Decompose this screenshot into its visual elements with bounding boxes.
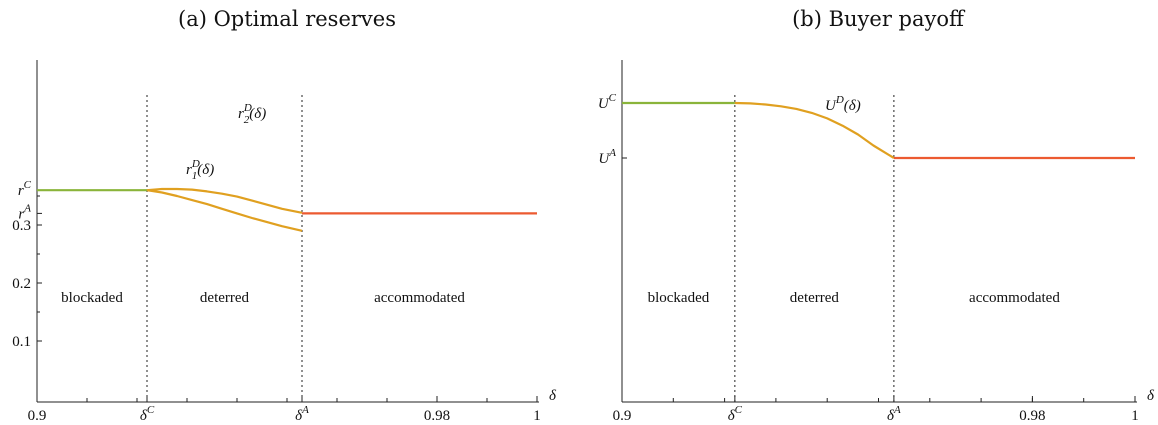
x-tick-label: 0.9 [28,408,47,424]
series-label: rD 1(δ) [186,158,214,182]
x-tick-label: δC [140,404,155,424]
series-line-r1 [146,189,303,232]
x-tick-label: 0.98 [424,408,450,424]
x-tick-label: 0.98 [1019,408,1045,424]
x-tick-label: δA [887,404,901,424]
y-special-label: UC [598,92,617,112]
y-special-label: UA [598,147,616,167]
x-tick-label: 1 [1131,408,1139,424]
chart-title: (b) Buyer payoff [792,7,966,31]
region-label-deterred: deterred [200,290,250,306]
series-line-U [734,101,895,159]
y-tick-label: 0.3 [12,218,31,234]
series-line-r2 [146,187,303,214]
region-label-blockaded: blockaded [648,290,710,306]
series-label: UD(δ) [825,94,861,114]
region-label-accommodated: accommodated [969,290,1060,306]
x-tick-label: 0.9 [613,408,632,424]
region-label-accommodated: accommodated [374,290,465,306]
x-axis-label: δ [1147,388,1155,404]
chart-panel-a: (a) Optimal reserves δ 0.9 δC δA 0.98 1 0.1 0.2 0… [12,7,557,424]
region-label-blockaded: blockaded [61,290,123,306]
chart-panel-b: (b) Buyer payoff δ 0.9 δC δA 0.98 1 UC UA blockad… [598,7,1155,424]
chart-title: (a) Optimal reserves [178,7,396,31]
x-tick-label: 1 [533,408,541,424]
y-tick-label: 0.2 [12,276,31,292]
y-special-label: rC [18,179,32,199]
x-tick-label: δC [728,404,743,424]
series-label: rD 2(δ) [238,102,266,126]
x-tick-label: δA [295,404,309,424]
region-label-deterred: deterred [790,290,840,306]
y-special-label: rA [18,202,31,222]
x-axis-label: δ [549,388,557,404]
y-tick-label: 0.1 [12,334,31,350]
